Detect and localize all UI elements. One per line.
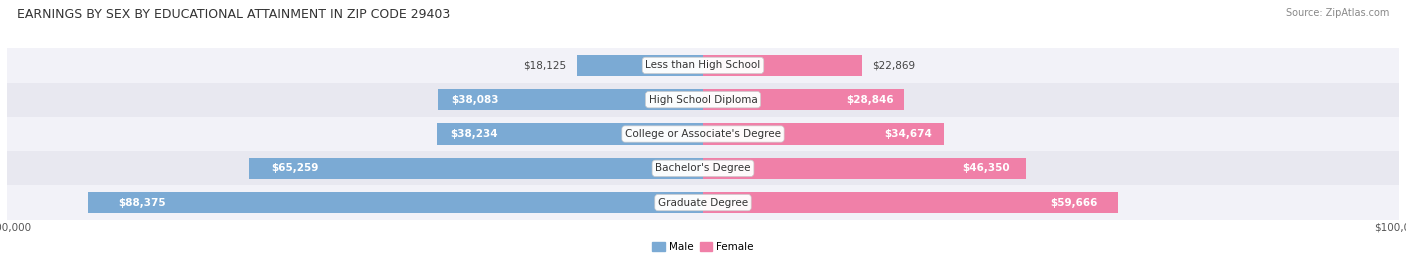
Bar	[7, 151, 1399, 185]
Text: Graduate Degree: Graduate Degree	[658, 198, 748, 208]
Bar	[7, 48, 1399, 83]
Bar	[576, 55, 703, 76]
Text: $65,259: $65,259	[271, 163, 319, 173]
Text: $22,869: $22,869	[873, 60, 915, 70]
Bar	[437, 123, 703, 145]
Text: $18,125: $18,125	[523, 60, 567, 70]
Bar	[703, 192, 1118, 213]
Bar	[703, 158, 1025, 179]
Bar	[89, 192, 703, 213]
Bar	[7, 117, 1399, 151]
Bar	[703, 55, 862, 76]
Text: $34,674: $34,674	[884, 129, 932, 139]
Text: Bachelor's Degree: Bachelor's Degree	[655, 163, 751, 173]
Bar	[437, 89, 703, 110]
Bar	[7, 185, 1399, 220]
Legend: Male, Female: Male, Female	[652, 242, 754, 252]
Text: High School Diploma: High School Diploma	[648, 95, 758, 105]
Text: Source: ZipAtlas.com: Source: ZipAtlas.com	[1285, 8, 1389, 18]
Text: College or Associate's Degree: College or Associate's Degree	[626, 129, 780, 139]
Bar	[703, 123, 945, 145]
Text: $28,846: $28,846	[846, 95, 894, 105]
Bar	[7, 83, 1399, 117]
Text: $88,375: $88,375	[118, 198, 166, 208]
Text: EARNINGS BY SEX BY EDUCATIONAL ATTAINMENT IN ZIP CODE 29403: EARNINGS BY SEX BY EDUCATIONAL ATTAINMEN…	[17, 8, 450, 21]
Text: Less than High School: Less than High School	[645, 60, 761, 70]
Bar	[249, 158, 703, 179]
Text: $38,083: $38,083	[451, 95, 499, 105]
Text: $59,666: $59,666	[1050, 198, 1098, 208]
Text: $46,350: $46,350	[962, 163, 1010, 173]
Text: $38,234: $38,234	[450, 129, 498, 139]
Bar	[703, 89, 904, 110]
